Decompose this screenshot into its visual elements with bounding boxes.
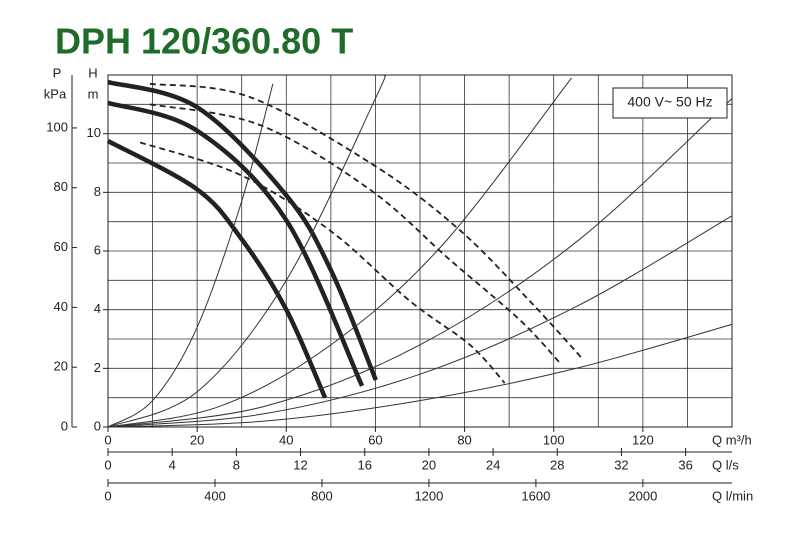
x2-tick-label: 0 — [104, 457, 111, 472]
x2-tick-label: 24 — [486, 457, 500, 472]
x-tick-label: 120 — [632, 432, 654, 447]
x2-tick-label: 8 — [233, 457, 240, 472]
y2-tick-label: 60 — [54, 239, 68, 254]
y2-tick-label: 100 — [46, 119, 68, 134]
y-label: H — [88, 65, 97, 80]
y2-label: P — [53, 65, 62, 80]
x3-tick-label: 400 — [204, 488, 226, 503]
y2-tick-label: 20 — [54, 359, 68, 374]
x2-tick-label: 36 — [678, 457, 692, 472]
curve-thin — [107, 77, 572, 428]
x2-tick-label: 4 — [169, 457, 176, 472]
chart-title: DPH 120/360.80 T — [55, 21, 353, 62]
x-tick-label: 100 — [543, 432, 565, 447]
y2-tick-label: 0 — [61, 418, 68, 433]
curve-thin — [107, 74, 386, 428]
x3-tick-label: 1600 — [521, 488, 550, 503]
curve-solid — [107, 79, 378, 381]
y-tick-label: 0 — [94, 418, 101, 433]
curve-solid — [106, 139, 328, 399]
curve-thin — [107, 323, 733, 428]
x-tick-label: 60 — [368, 432, 382, 447]
curve-dashed — [149, 82, 583, 359]
y2-tick-label: 40 — [54, 299, 68, 314]
y-tick-label: 10 — [87, 125, 101, 140]
x3-tick-label: 800 — [311, 488, 333, 503]
y-tick-label: 4 — [94, 301, 101, 316]
y2-unit: kPa — [44, 86, 67, 101]
x2-tick-label: 16 — [357, 457, 371, 472]
x-tick-label: 40 — [279, 432, 293, 447]
y-tick-label: 6 — [94, 242, 101, 257]
x-tick-label: 20 — [190, 432, 204, 447]
y-unit: m — [88, 86, 99, 101]
x3-tick-label: 0 — [104, 488, 111, 503]
x-label: Q m³/h — [712, 432, 752, 447]
curve-solid — [107, 100, 365, 387]
y2-tick-label: 80 — [54, 179, 68, 194]
curve-thin — [107, 98, 733, 428]
curve-dashed — [139, 141, 506, 384]
x-tick-label: 80 — [457, 432, 471, 447]
curve-thin — [107, 83, 274, 428]
x2-tick-label: 20 — [422, 457, 436, 472]
x2-tick-label: 28 — [550, 457, 564, 472]
y-tick-label: 8 — [94, 184, 101, 199]
x3-tick-label: 2000 — [628, 488, 657, 503]
x3-label: Q l/min — [712, 488, 753, 503]
curve-dashed — [149, 103, 561, 364]
curve-thin — [107, 215, 733, 428]
x-tick-label: 0 — [104, 432, 111, 447]
x2-tick-label: 32 — [614, 457, 628, 472]
x3-tick-label: 1200 — [414, 488, 443, 503]
x2-label: Q l/s — [712, 457, 739, 472]
x2-tick-label: 12 — [293, 457, 307, 472]
annotation-box — [612, 87, 728, 119]
annotation: 400 V~ 50 Hz — [627, 94, 712, 110]
y-tick-label: 2 — [94, 360, 101, 375]
